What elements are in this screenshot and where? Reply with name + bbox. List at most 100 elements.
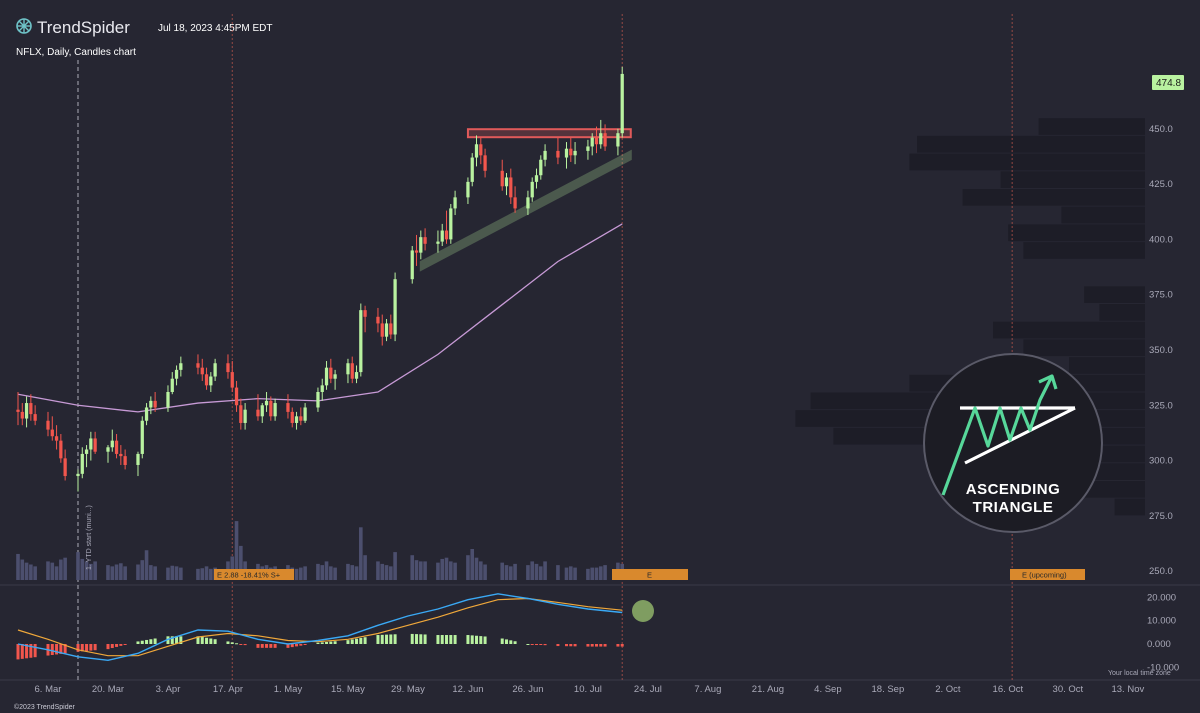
macd-histogram-bar <box>509 640 513 644</box>
macd-histogram-bar <box>170 636 174 644</box>
volume-bar <box>123 566 127 580</box>
volume-bar <box>324 561 329 580</box>
volume-bar <box>598 566 603 580</box>
volume-bar <box>444 557 449 580</box>
event-markers <box>77 14 1013 680</box>
candle-body <box>174 369 179 379</box>
volume-bar <box>508 566 513 580</box>
macd-histogram-bar <box>376 635 380 644</box>
candle-body <box>260 405 264 417</box>
time-tick-label: 1. May <box>274 684 303 695</box>
volume-bar <box>33 566 37 580</box>
volume-bar <box>346 563 350 580</box>
volume-bar <box>530 561 535 580</box>
volume-bar <box>474 557 479 580</box>
price-axis[interactable]: 250.0 275.0 300.0 325.0 350.0 375.0 400.0 425.0… <box>1147 124 1179 674</box>
volume-bar <box>209 568 213 580</box>
candle-body <box>46 420 50 430</box>
profile-bar <box>1084 286 1145 304</box>
macd-histogram-bar <box>329 641 333 644</box>
macd-panel <box>16 593 624 662</box>
candle-body <box>166 391 170 408</box>
candle-body <box>93 438 97 452</box>
candle-body <box>376 316 380 324</box>
macd-histogram-bar <box>479 636 483 644</box>
candle-body <box>333 374 337 379</box>
macd-histogram-bar <box>355 638 359 644</box>
earnings-upcoming-marker[interactable]: E (upcoming) <box>1010 569 1085 580</box>
macd-histogram-bar <box>63 644 67 654</box>
volume-bar <box>204 566 209 580</box>
candle-body <box>256 409 260 417</box>
macd-histogram-bar <box>136 641 140 644</box>
candle-body <box>29 403 33 415</box>
volume-bar <box>470 549 475 580</box>
candle-body <box>140 420 144 454</box>
macd-histogram-bar <box>483 636 487 644</box>
volume-bar <box>419 561 423 580</box>
price-tick-label: 400.0 <box>1149 234 1173 245</box>
macd-highlight-circle <box>632 600 654 622</box>
candle-body <box>603 133 607 147</box>
volume-bar <box>350 565 355 580</box>
macd-histogram-bar <box>196 636 200 644</box>
macd-histogram-bar <box>599 644 603 647</box>
volume-bar <box>568 566 573 580</box>
candle-body <box>303 407 307 421</box>
macd-histogram-bar <box>539 644 543 645</box>
candle-body <box>204 374 209 386</box>
candle-body <box>440 230 444 242</box>
macd-histogram-bar <box>20 644 24 659</box>
volume-bar <box>603 565 607 580</box>
resistance-fill <box>467 129 631 138</box>
volume-bar <box>329 566 333 580</box>
earnings-recent-marker[interactable]: E <box>612 569 688 580</box>
macd-histogram-bar <box>500 638 504 644</box>
volume-bar <box>440 558 445 580</box>
profile-bar <box>1069 357 1145 374</box>
volume-bar <box>136 564 140 580</box>
volume-bar <box>513 563 517 580</box>
macd-histogram-bar <box>573 644 577 647</box>
candle-body <box>509 177 513 198</box>
candle-body <box>539 159 543 176</box>
candle-body <box>419 237 423 253</box>
last-price-tag: 474.8 <box>1152 75 1184 90</box>
candle-body <box>273 403 277 417</box>
macd-histogram-bar <box>290 644 294 648</box>
earnings-past-marker[interactable]: E 2.88 -18.41% S+ <box>214 569 294 580</box>
price-tick-label: 250.0 <box>1149 566 1173 577</box>
volume-bar <box>500 562 505 580</box>
time-axis[interactable]: 6. Mar 20. Mar 3. Apr 17. Apr 1. May 15. May 2… <box>35 684 1145 695</box>
trend-lines[interactable] <box>419 128 632 272</box>
volume-bar <box>106 565 110 580</box>
time-tick-label: 12. Jun <box>452 684 483 695</box>
grid <box>0 584 1200 681</box>
candle-body <box>59 440 63 459</box>
time-tick-label: 13. Nov <box>1111 684 1144 695</box>
macd-histogram-bar <box>85 644 89 651</box>
macd-histogram-bar <box>76 644 80 652</box>
candle-body <box>200 367 204 375</box>
candle-body <box>466 181 470 198</box>
macd-tick-label: 10.000 <box>1147 616 1176 627</box>
candle-body <box>389 323 393 335</box>
candle-body <box>500 170 504 187</box>
time-tick-label: 29. May <box>391 684 425 695</box>
volume-bar <box>466 555 470 580</box>
macd-histogram-bar <box>205 637 209 644</box>
earnings-recent-box <box>612 569 688 580</box>
volume-bar <box>320 565 325 580</box>
time-tick-label: 3. Apr <box>156 684 181 695</box>
volume-bar <box>543 561 547 580</box>
macd-histogram-bar <box>145 639 149 644</box>
profile-bar <box>1023 339 1145 357</box>
candle-body <box>569 148 573 156</box>
macd-histogram-bar <box>140 640 144 644</box>
macd-histogram-bar <box>543 644 547 646</box>
candle-body <box>470 157 474 182</box>
candle-body <box>16 409 20 412</box>
time-tick-label: 15. May <box>331 684 365 695</box>
